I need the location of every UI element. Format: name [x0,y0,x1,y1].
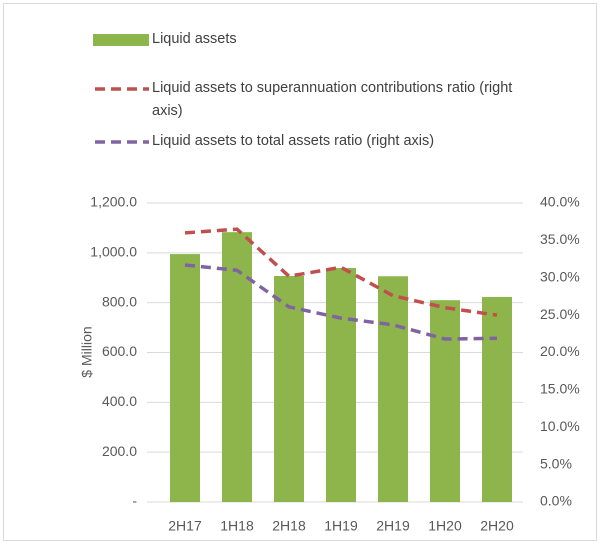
y-axis-label: $ Million [79,326,95,377]
y2-tick-label: 40.0% [540,194,580,210]
bar [482,296,512,502]
y2-tick-label: 35.0% [540,231,580,247]
y2-tick-label: 25.0% [540,306,580,322]
y2-tick-label: 15.0% [540,381,580,397]
legend-label: Liquid assets to total assets ratio (rig… [152,133,435,149]
x-tick-label: 2H19 [376,518,410,534]
y-tick-label: 800.0 [102,293,137,309]
y-tick-label: 600.0 [102,343,137,359]
y2-tick-label: 30.0% [540,268,580,284]
x-tick-label: 2H20 [480,518,514,534]
bar [170,254,200,502]
line-series [184,227,498,317]
x-tick-label: 1H19 [324,518,358,534]
bar [274,276,304,502]
x-tick-label: 1H18 [220,518,254,534]
bar [222,232,252,502]
legend-label: Liquid assets [152,31,237,47]
x-tick-label: 2H18 [272,518,306,534]
legend-label: Liquid assets to superannuation contribu… [152,80,513,119]
y-tick-label: 1,200.0 [90,194,137,210]
legend-swatch [93,34,149,46]
bar [378,276,408,502]
chart-border [3,3,597,541]
bar [326,268,356,502]
bar [430,300,460,502]
y2-tick-label: 5.0% [540,455,572,471]
x-tick-label: 1H20 [428,518,462,534]
x-tick-label: 2H17 [168,518,202,534]
y2-tick-label: 0.0% [540,493,572,509]
y2-tick-label: 20.0% [540,343,580,359]
y-tick-label: 400.0 [102,393,137,409]
y-tick-label: 1,000.0 [90,244,137,260]
y-tick-label: - [132,493,137,509]
y-tick-label: 200.0 [102,443,137,459]
y2-tick-label: 10.0% [540,418,580,434]
line-series [184,263,498,341]
